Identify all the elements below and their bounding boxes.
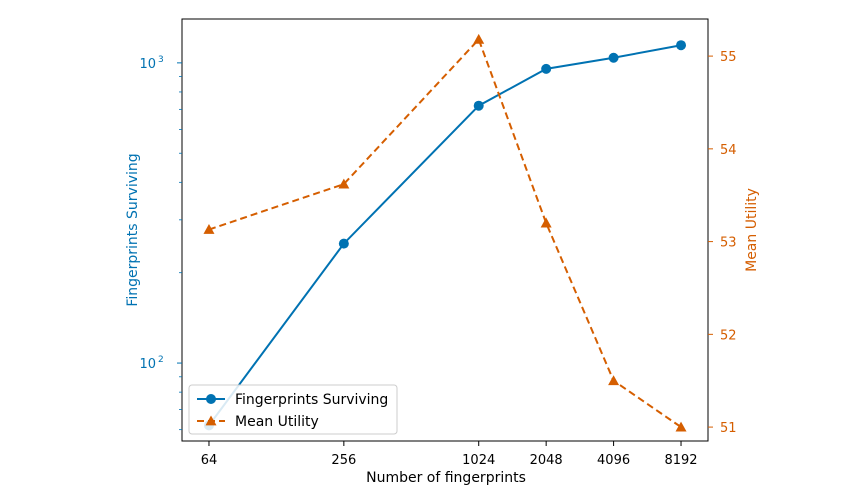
plot-border: [181, 18, 709, 442]
x-tick-label: 2048: [530, 453, 563, 468]
x-tick-label: 8192: [664, 453, 697, 468]
y-axis-right-title: Mean Utility: [744, 188, 760, 272]
y-right-tick-label: 54: [720, 143, 737, 158]
fingerprints-surviving-point: [338, 238, 349, 249]
fingerprints-surviving-point: [676, 40, 687, 51]
y-left-tick-label: 10: [139, 57, 156, 72]
y-axis-left-title: Fingerprints Surviving: [125, 153, 141, 306]
y-left-tick-label: 10: [139, 357, 156, 372]
fingerprints-surviving-line: [208, 44, 682, 426]
legend-label: Mean Utility: [235, 414, 319, 430]
plot-frame: [181, 18, 709, 442]
mean-utility-point: [675, 421, 687, 432]
mean-utility-point: [473, 33, 485, 44]
y-left-tick-exponent: 2: [158, 355, 164, 365]
fingerprints-surviving-point: [608, 52, 619, 63]
mean-utility-point: [338, 178, 350, 189]
y-right-tick-label: 51: [720, 421, 737, 436]
legend: Fingerprints Surviving Mean Utility: [188, 384, 398, 435]
legend-box: [188, 384, 398, 435]
x-tick-label: 4096: [597, 453, 630, 468]
legend-marker: [205, 415, 217, 426]
y-right-tick-label: 52: [720, 328, 737, 343]
x-axis-title: Number of fingerprints: [366, 470, 526, 486]
x-tick-label: 64: [201, 453, 218, 468]
y-right-tick-label: 53: [720, 236, 737, 251]
y-right-tick-label: 55: [720, 50, 737, 65]
fingerprints-surviving-point: [541, 63, 552, 74]
legend-label: Fingerprints Surviving: [235, 392, 388, 408]
fingerprints-surviving-point: [473, 100, 484, 111]
x-tick-label: 1024: [462, 453, 495, 468]
mean-utility-line: [208, 37, 682, 428]
series-layer: [203, 33, 687, 432]
y-left-tick-exponent: 3: [158, 55, 164, 65]
mean-utility-point: [608, 375, 620, 386]
mean-utility-point: [540, 217, 552, 228]
mean-utility-point: [203, 224, 215, 234]
x-tick-label: 256: [331, 453, 356, 468]
legend-marker: [206, 394, 216, 404]
